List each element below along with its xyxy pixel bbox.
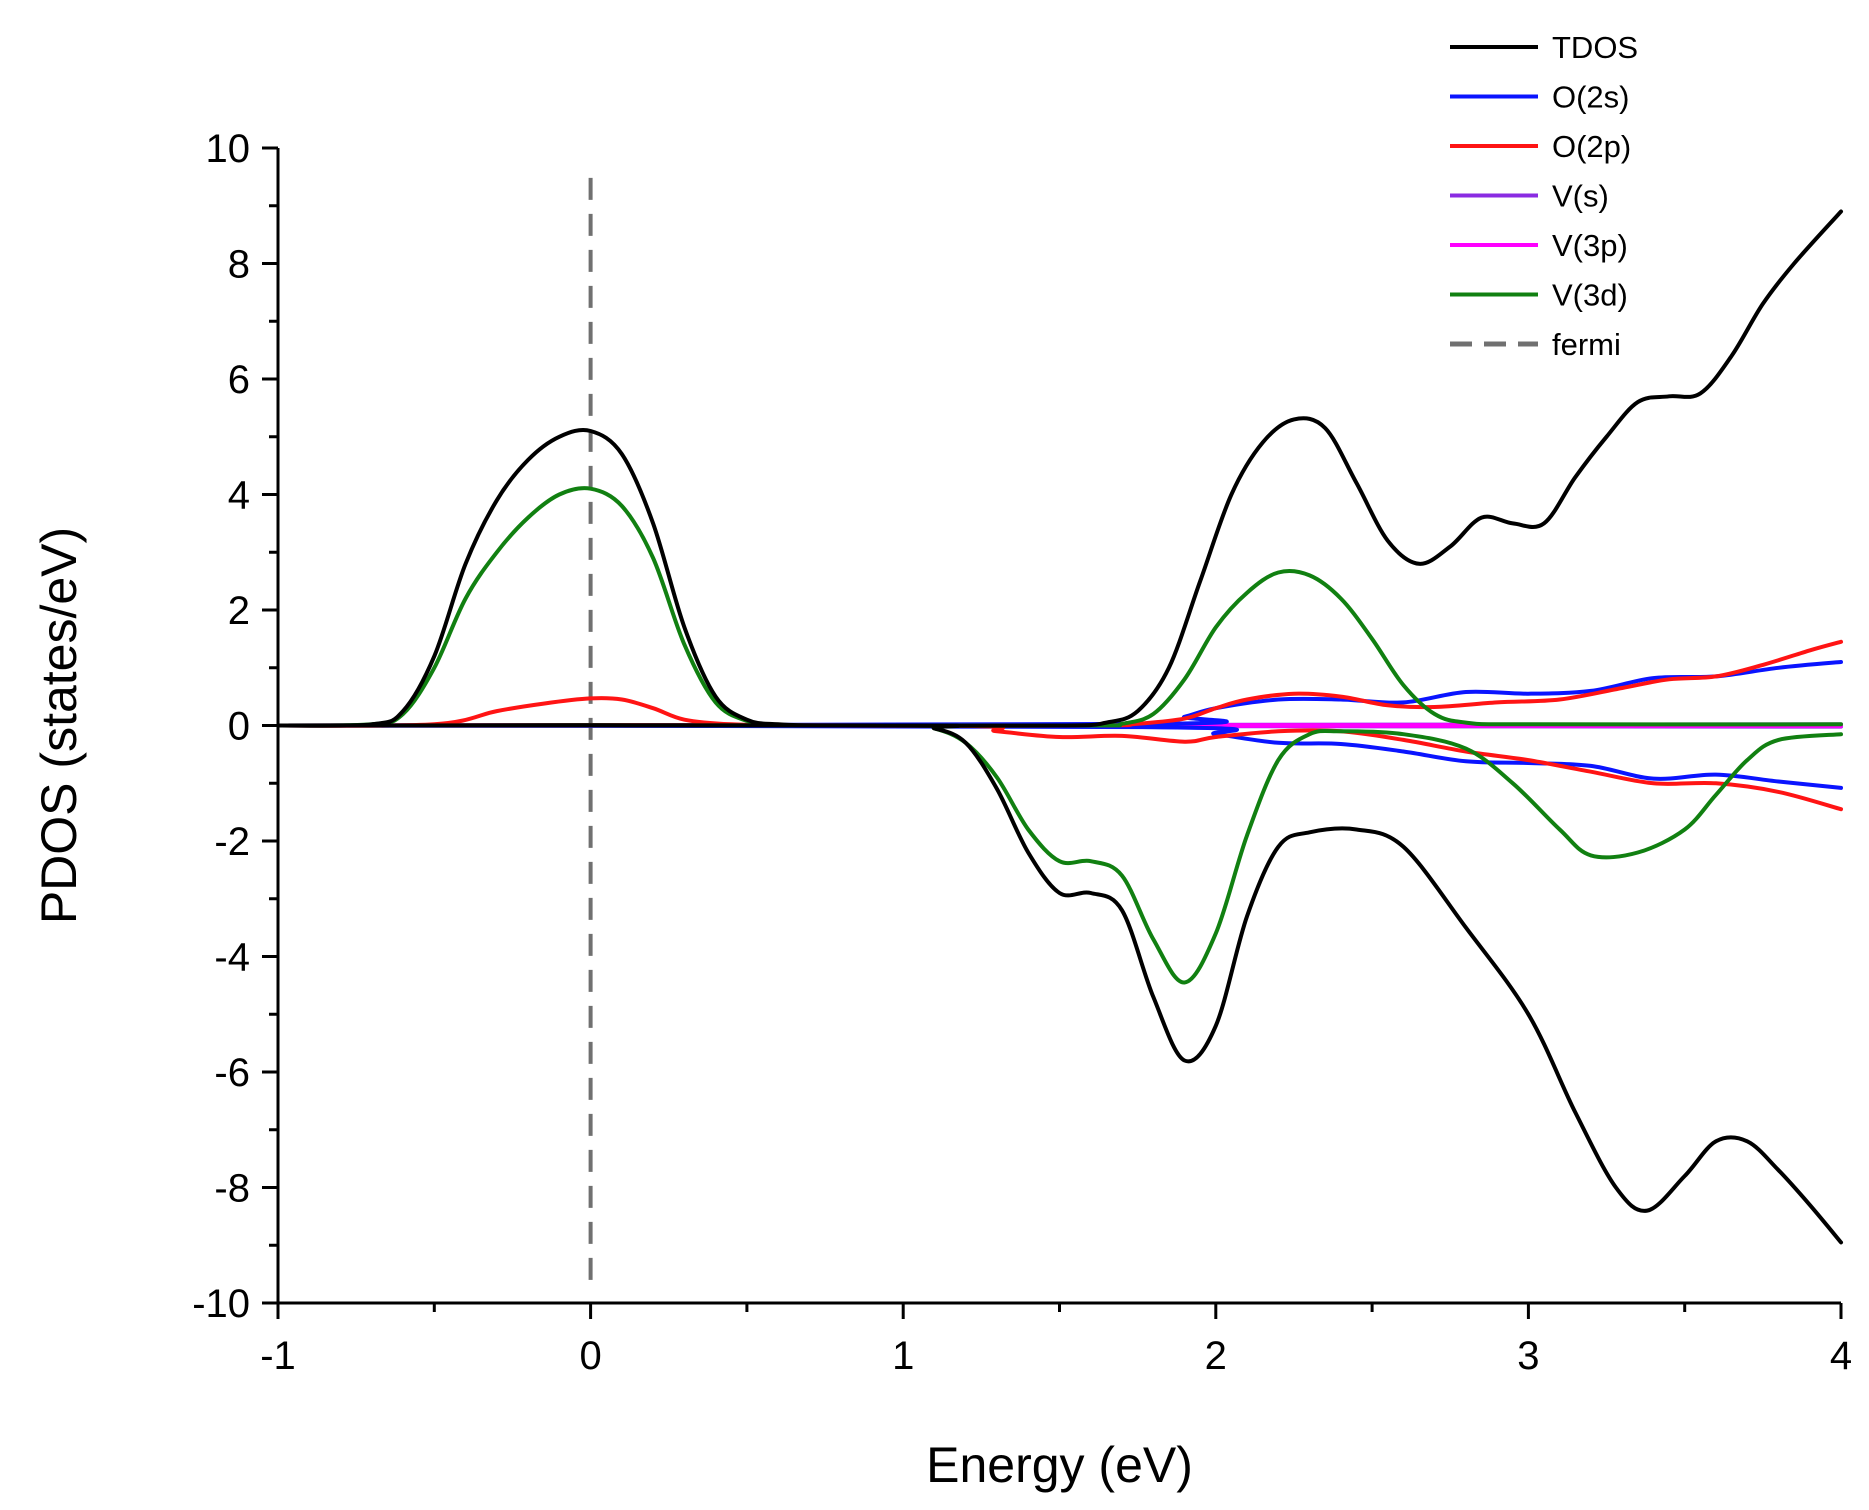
y-tick-label: 2: [228, 589, 250, 633]
y-tick-label: -2: [214, 820, 250, 864]
plot-curves: [276, 171, 1843, 1280]
y-axis-title: PDOS (states/eV): [31, 527, 87, 924]
y-tick-label: 0: [228, 705, 250, 749]
x-tick-label: 4: [1830, 1334, 1852, 1378]
legend-label-v-3p: V(3p): [1552, 228, 1628, 263]
series-tdos-spin-down-line: [276, 723, 1843, 1245]
y-tick-label: -6: [214, 1051, 250, 1095]
y-tick-label: 10: [206, 127, 251, 171]
y-tick-label: 4: [228, 474, 250, 518]
y-tick-label: -10: [192, 1282, 250, 1326]
series-v-3d-spin-down-line: [276, 723, 1843, 985]
legend-label-o-2p: O(2p): [1552, 129, 1631, 164]
legend: TDOS O(2s) O(2p) V(s) V(3p) V(3d) fermi: [1450, 30, 1638, 362]
x-tick-label: -1: [260, 1334, 296, 1378]
series-o-2p-spin-up-line: [276, 639, 1843, 728]
legend-label-fermi: fermi: [1552, 327, 1621, 362]
y-tick-label: -8: [214, 1167, 250, 1211]
series-tdos-spin-up-line: [276, 209, 1843, 728]
legend-label-v-s: V(s): [1552, 179, 1609, 214]
series-o-2s-spin-down-line: [276, 723, 1843, 790]
series-o-2s-spin-up-line: [276, 660, 1843, 728]
x-tick-label: 2: [1205, 1334, 1227, 1378]
legend-label-tdos: TDOS: [1552, 30, 1638, 65]
x-tick-label: 3: [1517, 1334, 1539, 1378]
legend-label-o-2s: O(2s): [1552, 80, 1630, 115]
y-tick-label: 6: [228, 358, 250, 402]
legend-label-v-3d: V(3d): [1552, 278, 1628, 313]
x-tick-label: 0: [579, 1334, 601, 1378]
y-tick-label: 8: [228, 243, 250, 287]
x-axis-title: Energy (eV): [926, 1437, 1193, 1493]
y-tick-label: -4: [214, 936, 250, 980]
x-tick-label: 1: [892, 1334, 914, 1378]
